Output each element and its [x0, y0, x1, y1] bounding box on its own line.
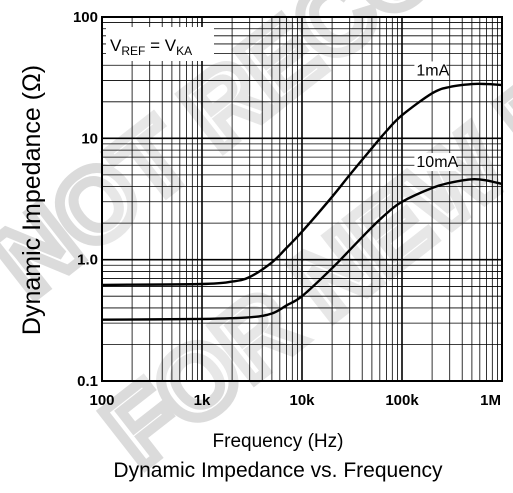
series-line-1mA — [101, 82, 503, 287]
tick-labels: 100 1k 10k 100k 1M 100 10 1.0 0.1 — [73, 9, 501, 409]
series-label-bg — [414, 153, 457, 172]
x-tick-label: 10k — [289, 392, 315, 409]
x-axis-label: Frequency (Hz) — [213, 431, 344, 452]
condition-sub2: KA — [176, 44, 192, 58]
y-tick-label: 0.1 — [77, 373, 98, 390]
condition-label-bg — [106, 27, 214, 61]
condition-v1: V — [110, 36, 122, 55]
x-tick-label: 1M — [480, 392, 501, 409]
condition-mid: = V — [145, 36, 176, 55]
x-tick-label: 1k — [194, 392, 211, 409]
series-label-10mA: 10mA — [416, 154, 458, 171]
y-tick-label: 100 — [73, 9, 98, 26]
series-labels: 1mA 10mA — [414, 61, 459, 172]
condition-label: VREF = VKA — [106, 27, 214, 61]
series-label-bg — [414, 61, 447, 80]
series-line-10mA — [101, 177, 503, 321]
plot-frame — [101, 16, 503, 382]
x-tick-label: 100k — [385, 392, 419, 409]
condition-text: VREF = VKA — [110, 36, 192, 58]
condition-sub1: REF — [121, 44, 145, 58]
x-tick-label: 100 — [89, 392, 114, 409]
chart-title: Dynamic Impedance vs. Frequency — [113, 459, 443, 482]
series-label-1mA: 1mA — [416, 62, 449, 79]
y-tick-label: 10 — [81, 130, 98, 147]
major-grid — [101, 16, 503, 382]
y-axis-label: Dynamic Impedance (Ω) — [18, 65, 46, 335]
series-layer — [101, 82, 503, 321]
y-tick-label: 1.0 — [77, 252, 98, 269]
